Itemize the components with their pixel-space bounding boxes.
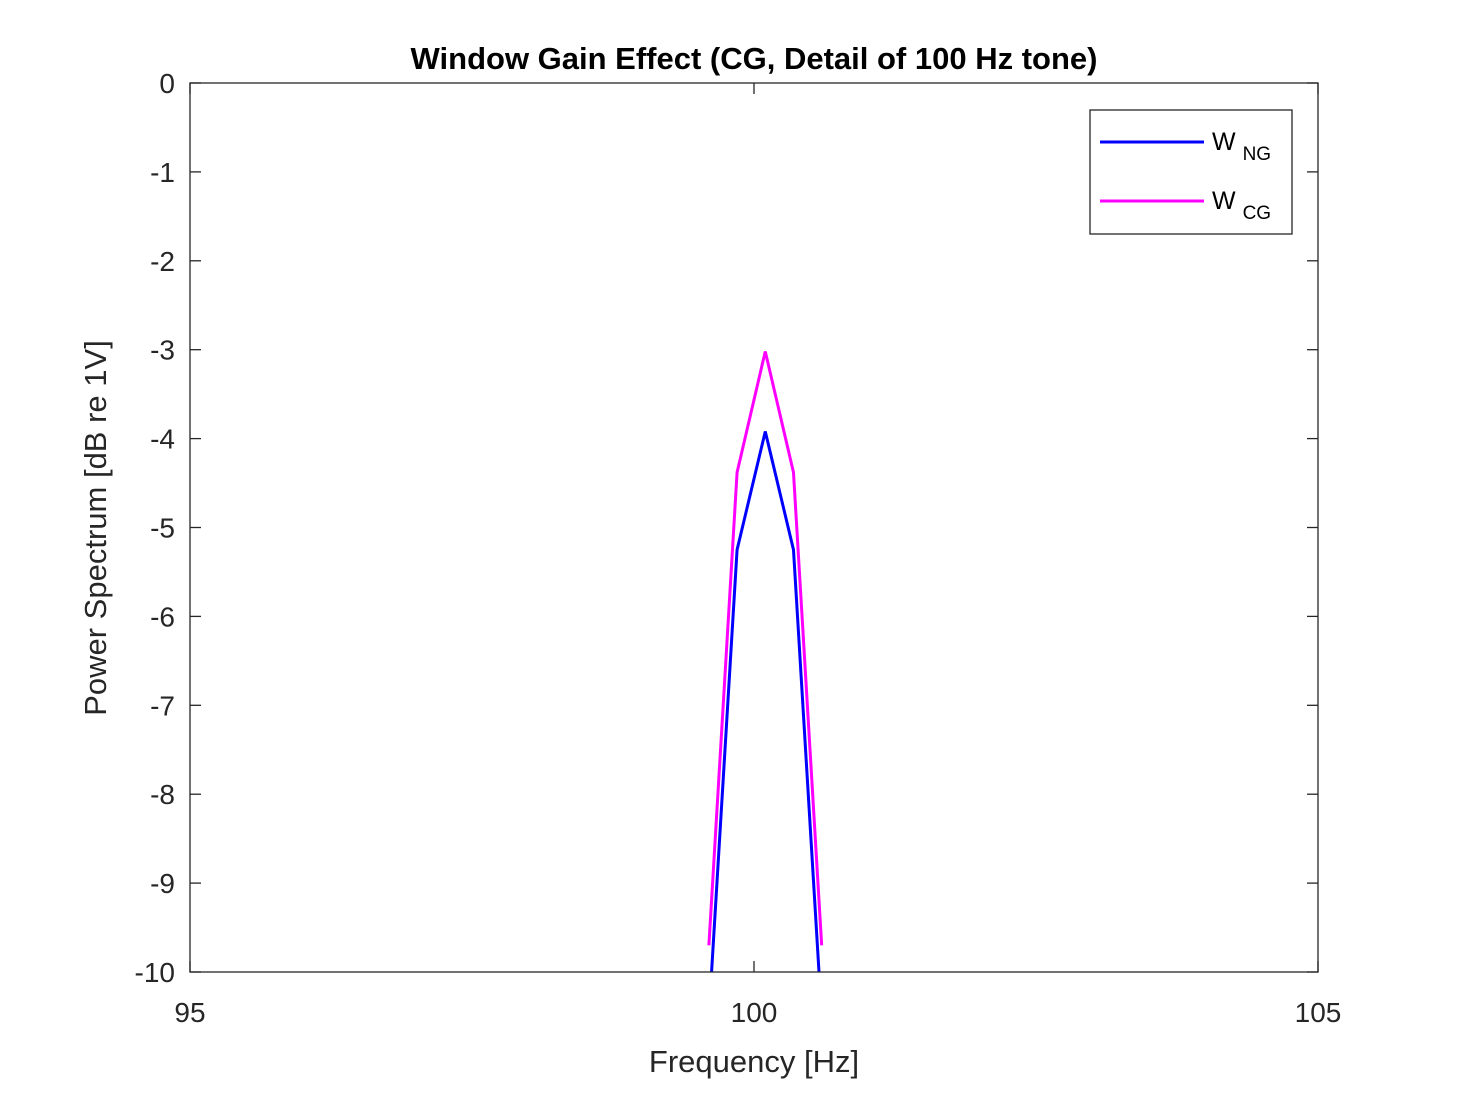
y-tick-label: -2 (150, 246, 175, 277)
series-line-cg (707, 351, 824, 946)
y-tick-label: 0 (159, 68, 175, 99)
legend: W NG W CG (1089, 109, 1293, 235)
x-axis-label: Frequency [Hz] (649, 1044, 859, 1079)
x-tick-label: 95 (174, 997, 205, 1028)
legend-box (1089, 109, 1293, 235)
y-tick-label: -1 (150, 157, 175, 188)
series-layer (707, 351, 824, 972)
y-tick-label: -4 (150, 424, 175, 455)
chart-title: Window Gain Effect (CG, Detail of 100 Hz… (411, 41, 1098, 76)
x-tick-label: 105 (1295, 997, 1342, 1028)
series-line-ng (710, 431, 821, 972)
y-tick-label: -7 (150, 690, 175, 721)
x-tick-label: 100 (731, 997, 778, 1028)
y-tick-label: -10 (135, 957, 175, 988)
legend-label-cg: W CG (1212, 187, 1271, 224)
legend-label-ng-main: W (1212, 128, 1236, 156)
y-tick-label: -3 (150, 335, 175, 366)
y-axis-label: Power Spectrum [dB re 1V] (78, 340, 113, 716)
y-tick-label: -6 (150, 601, 175, 632)
y-tick-label: -8 (150, 779, 175, 810)
y-tick-label: -5 (150, 513, 175, 544)
legend-label-ng: W NG (1212, 128, 1271, 165)
y-tick-label: -9 (150, 868, 175, 899)
legend-label-cg-subscript: CG (1243, 203, 1272, 224)
legend-label-ng-subscript: NG (1243, 144, 1272, 165)
tick-layer: 95 100 105 0 -1 -2 -3 -4 -5 -6 -7 -8 -9 -10 (135, 68, 1342, 1028)
legend-label-cg-main: W (1212, 187, 1236, 215)
